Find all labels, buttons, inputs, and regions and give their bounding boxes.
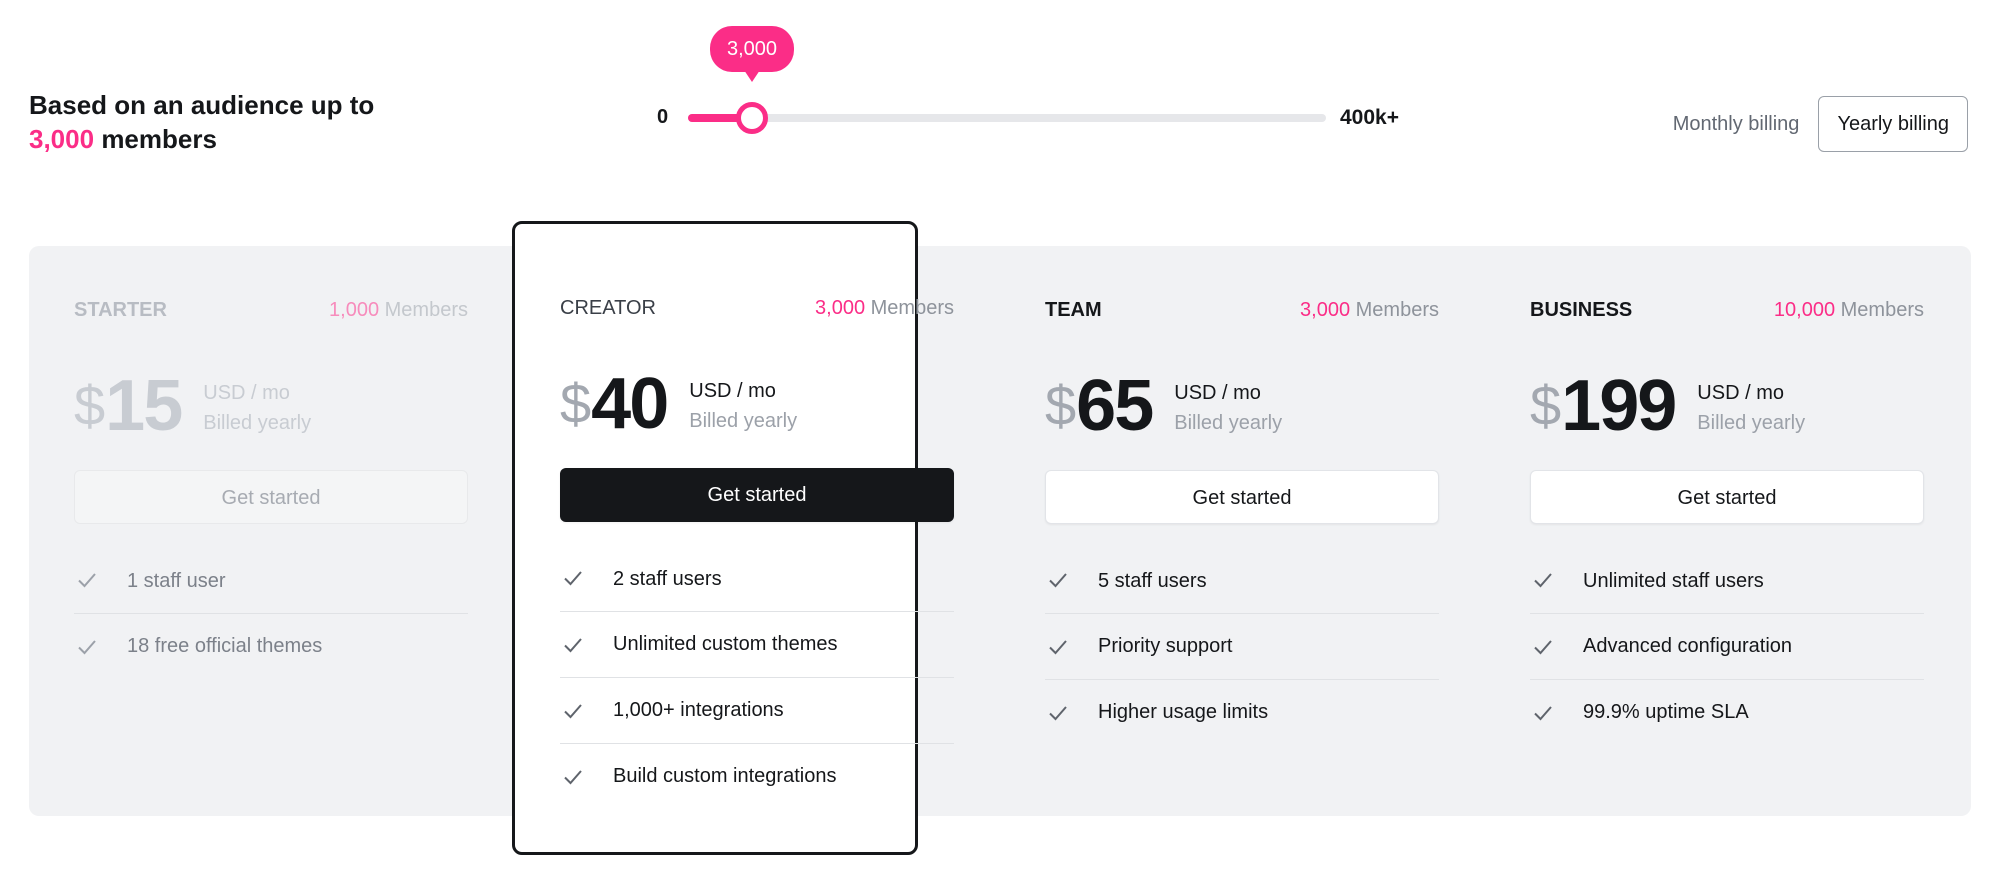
- price-amount: 65: [1076, 366, 1154, 446]
- feature-list: Unlimited staff users Advanced configura…: [1530, 564, 1924, 745]
- currency-symbol: $: [1045, 374, 1077, 437]
- check-icon: [1049, 705, 1067, 720]
- feature-list: 5 staff users Priority support Higher us…: [1045, 564, 1439, 745]
- feature-list: 2 staff users Unlimited custom themes 1,…: [560, 562, 954, 809]
- slider-track[interactable]: [688, 102, 1326, 134]
- check-icon: [564, 703, 582, 718]
- feature-item: Higher usage limits: [1045, 680, 1439, 745]
- audience-summary: Based on an audience up to 3,000 members: [29, 88, 374, 156]
- check-icon: [564, 571, 582, 586]
- price-unit: USD / mo: [689, 380, 776, 402]
- currency-symbol: $: [560, 372, 592, 435]
- members-slider[interactable]: 3,000 0 400k+: [650, 26, 1410, 136]
- billing-note: Billed yearly: [203, 412, 312, 434]
- check-icon: [564, 769, 582, 784]
- feature-item: Build custom integrations: [560, 744, 954, 809]
- yearly-billing-button[interactable]: Yearly billing: [1818, 96, 1968, 152]
- billing-note: Billed yearly: [1697, 412, 1806, 434]
- price-amount: 40: [591, 364, 669, 444]
- price-amount: 15: [105, 366, 183, 446]
- get-started-button[interactable]: Get started: [74, 470, 468, 524]
- plan-name: BUSINESS: [1530, 299, 1633, 321]
- plan-name: TEAM: [1045, 299, 1102, 321]
- feature-item: 1,000+ integrations: [560, 678, 954, 744]
- check-icon: [1049, 639, 1067, 654]
- check-icon: [564, 637, 582, 652]
- feature-item: Unlimited custom themes: [560, 612, 954, 678]
- feature-item: Unlimited staff users: [1530, 564, 1924, 614]
- check-icon: [1534, 573, 1552, 588]
- check-icon: [1049, 573, 1067, 588]
- billing-note: Billed yearly: [1174, 412, 1283, 434]
- price-unit: USD / mo: [203, 382, 290, 404]
- price-unit: USD / mo: [1697, 382, 1784, 404]
- check-icon: [78, 639, 96, 654]
- get-started-button[interactable]: Get started: [560, 468, 954, 522]
- plan-members: 3,000 Members: [815, 297, 954, 319]
- feature-list: 1 staff user 18 free official themes: [74, 564, 468, 679]
- audience-text: Based on an audience up to: [29, 90, 375, 120]
- check-icon: [1534, 705, 1552, 720]
- check-icon: [1534, 639, 1552, 654]
- price-unit: USD / mo: [1174, 382, 1261, 404]
- plan-members: 1,000 Members: [329, 299, 468, 321]
- feature-item: Priority support: [1045, 614, 1439, 680]
- feature-item: 5 staff users: [1045, 564, 1439, 614]
- plan-name: STARTER: [74, 299, 167, 321]
- plan-price: $ 199 USD / mo Billed yearly: [1530, 366, 1924, 446]
- feature-item: Advanced configuration: [1530, 614, 1924, 680]
- slider-max-label: 400k+: [1340, 106, 1399, 129]
- price-amount: 199: [1561, 366, 1677, 446]
- currency-symbol: $: [1530, 374, 1562, 437]
- check-icon: [78, 573, 96, 588]
- billing-note: Billed yearly: [689, 410, 798, 432]
- plan-members: 10,000 Members: [1773, 299, 1924, 321]
- plan-price: $ 15 USD / mo Billed yearly: [74, 366, 468, 446]
- feature-item: 99.9% uptime SLA: [1530, 680, 1924, 745]
- monthly-billing-button[interactable]: Monthly billing: [1672, 113, 1800, 135]
- get-started-button[interactable]: Get started: [1530, 470, 1924, 524]
- feature-item: 2 staff users: [560, 562, 954, 612]
- billing-toggle: Monthly billing Yearly billing: [1654, 96, 1968, 152]
- audience-suffix: members: [101, 124, 217, 154]
- plan-price: $ 65 USD / mo Billed yearly: [1045, 366, 1439, 446]
- currency-symbol: $: [74, 374, 106, 437]
- feature-item: 18 free official themes: [74, 614, 468, 679]
- slider-min-label: 0: [657, 106, 669, 128]
- plan-members: 3,000 Members: [1300, 299, 1439, 321]
- audience-value: 3,000: [29, 124, 95, 154]
- slider-fill: [688, 114, 752, 122]
- slider-value-bubble: 3,000: [710, 26, 794, 82]
- plan-card-creator: CREATOR 3,000 Members $ 40 USD / mo Bill…: [512, 221, 954, 855]
- plan-name: CREATOR: [560, 297, 656, 319]
- pricing-grid-background: [29, 246, 1971, 816]
- slider-thumb[interactable]: [736, 102, 768, 134]
- feature-item: 1 staff user: [74, 564, 468, 614]
- get-started-button[interactable]: Get started: [1045, 470, 1439, 524]
- plan-price: $ 40 USD / mo Billed yearly: [560, 364, 954, 444]
